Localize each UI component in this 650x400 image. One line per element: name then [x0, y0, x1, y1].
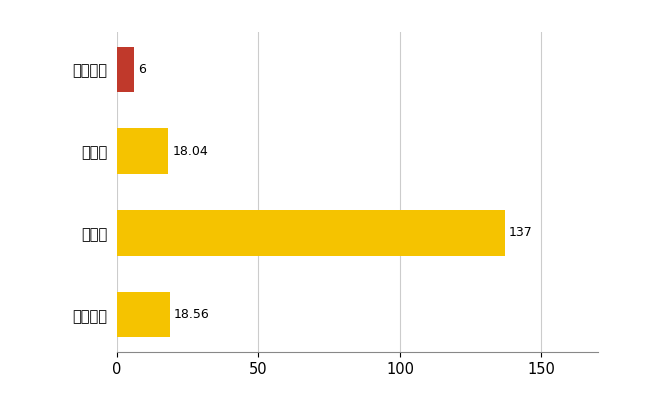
- Bar: [117, 210, 504, 256]
- Bar: [117, 292, 170, 338]
- Text: 18.56: 18.56: [174, 308, 209, 322]
- Text: 6: 6: [138, 62, 146, 76]
- Text: 137: 137: [509, 226, 532, 240]
- Text: 18.04: 18.04: [172, 144, 208, 158]
- Bar: [117, 128, 168, 174]
- Bar: [117, 46, 134, 92]
